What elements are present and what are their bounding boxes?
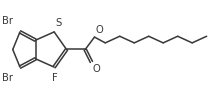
Text: F: F — [52, 73, 58, 83]
Text: O: O — [92, 64, 100, 74]
Text: Br: Br — [2, 73, 13, 83]
Text: O: O — [95, 25, 103, 35]
Text: Br: Br — [2, 16, 13, 26]
Text: S: S — [55, 18, 61, 28]
